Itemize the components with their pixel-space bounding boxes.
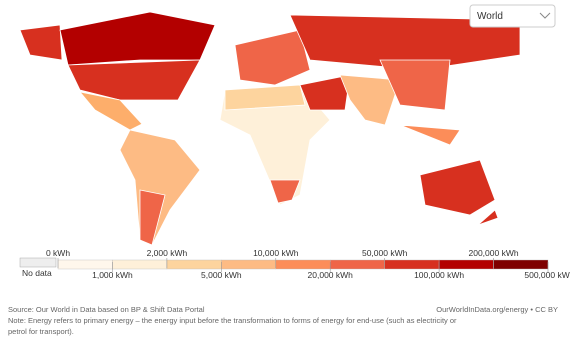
china — [379, 59, 451, 111]
legend-tick-label: 200,000 kWh — [469, 248, 519, 258]
legend-tick-label: 1,000 kWh — [92, 270, 133, 280]
europe — [234, 29, 311, 86]
legend-tick-label: 100,000 kWh — [414, 270, 464, 280]
no-data-label: No data — [22, 268, 52, 278]
new-zealand — [477, 209, 499, 226]
legend-tick-label: 2,000 kWh — [147, 248, 188, 258]
southeast-asia — [399, 124, 461, 146]
legend-tick-label: 50,000 kWh — [362, 248, 408, 258]
dropdown-value[interactable]: World — [477, 11, 503, 22]
dropdown-arrow — [539, 12, 551, 19]
australia — [419, 159, 496, 216]
legend-bin — [166, 259, 222, 270]
legend-bin — [57, 259, 113, 270]
legend-bin — [112, 259, 168, 270]
usa — [67, 59, 201, 101]
note-line: Note: Energy refers to primary energy – … — [8, 316, 457, 325]
legend-tick-label: 20,000 kWh — [308, 270, 354, 280]
middle-east — [299, 74, 351, 111]
canada — [59, 11, 216, 66]
north-africa — [224, 84, 306, 111]
note-line: petrol for transport). — [8, 327, 74, 336]
dropdown-box[interactable] — [469, 4, 556, 28]
legend-bin — [221, 259, 276, 270]
legend-tick-label: 0 kWh — [46, 248, 70, 258]
legend-bin — [384, 259, 440, 270]
legend-tick-label: 10,000 kWh — [253, 248, 299, 258]
argentina — [139, 189, 166, 246]
no-data-swatch — [19, 257, 57, 268]
alaska — [19, 24, 63, 61]
legend-bin — [275, 259, 331, 270]
legend-bin — [493, 259, 549, 270]
legend-tick-label: 5,000 kWh — [201, 270, 242, 280]
legend-bin — [438, 259, 494, 270]
world-map — [19, 11, 521, 246]
credit: OurWorldInData.org/energy • CC BY — [436, 305, 558, 314]
source: Source: Our World in Data based on BP & … — [8, 305, 205, 314]
legend: No data 0 kWh 1,000 kWh 2,000 kWh 5,000 kWh… — [19, 248, 570, 280]
region-dropdown[interactable]: World — [469, 4, 556, 28]
south-africa — [269, 179, 301, 204]
legend-bin — [330, 259, 385, 270]
south-america — [119, 129, 201, 246]
mexico — [78, 91, 143, 131]
legend-tick-label: 500,000 kWl — [524, 270, 570, 280]
